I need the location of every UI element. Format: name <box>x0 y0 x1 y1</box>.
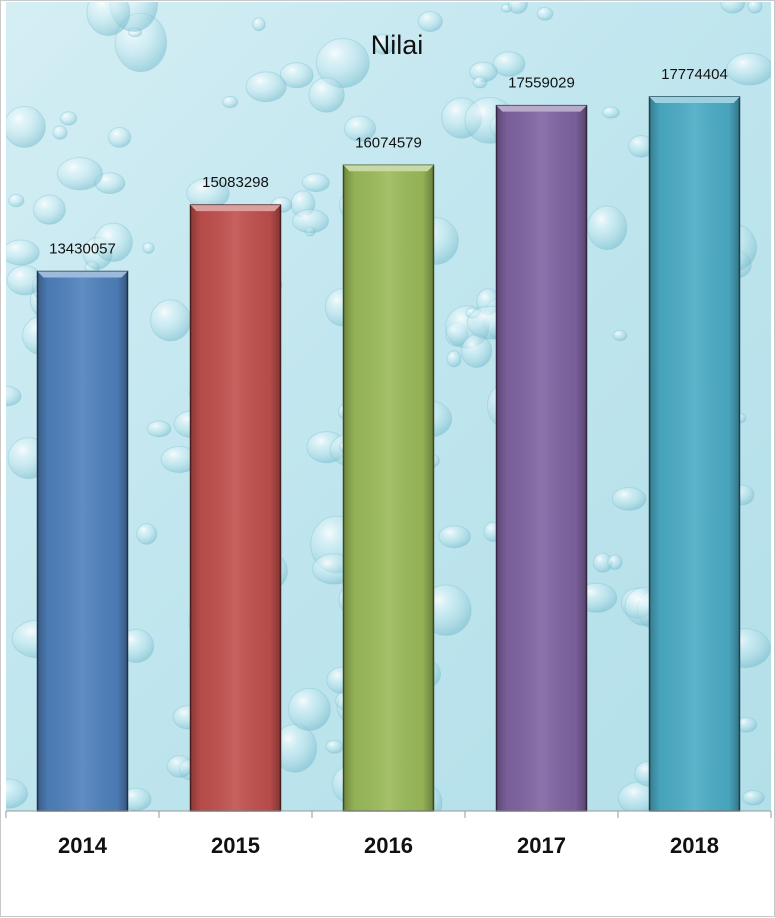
x-tick-label: 2014 <box>58 833 108 858</box>
bar-bevel <box>190 205 281 212</box>
water-droplet <box>52 125 68 140</box>
water-droplet <box>108 126 132 148</box>
x-tick-label: 2018 <box>670 833 719 858</box>
data-labels: 13430057 15083298 16074579 17559029 17774404 <box>49 66 728 258</box>
bar-2016 <box>342 164 435 812</box>
water-droplet <box>33 194 66 225</box>
bars <box>36 96 741 812</box>
x-tick-label: 2016 <box>364 833 413 858</box>
water-droplet <box>720 2 746 14</box>
water-droplet <box>142 242 155 254</box>
water-droplet <box>301 173 330 193</box>
bar-bevel <box>496 105 587 112</box>
water-droplet <box>492 51 526 77</box>
bar-2014 <box>36 270 129 812</box>
x-axis-labels: 2014 2015 2016 2017 2018 <box>58 833 719 858</box>
data-label: 17559029 <box>508 75 575 92</box>
bar-shading <box>649 97 740 811</box>
water-droplet <box>747 2 763 14</box>
water-droplet <box>245 71 287 103</box>
water-droplet <box>292 208 329 234</box>
water-droplet <box>446 350 462 368</box>
water-droplet <box>536 6 554 21</box>
water-droplet <box>308 77 345 113</box>
water-droplet <box>6 105 46 148</box>
x-axis-ticks <box>5 811 772 818</box>
water-droplet <box>222 95 239 109</box>
bar-2017 <box>495 104 588 812</box>
bar-2018 <box>648 96 741 812</box>
bar-bevel <box>343 165 434 172</box>
bar-shading <box>496 105 587 812</box>
water-droplet <box>287 687 331 731</box>
data-label: 15083298 <box>202 174 269 191</box>
water-droplet <box>86 2 131 36</box>
water-droplet <box>59 111 78 126</box>
bar-shading <box>37 271 128 811</box>
water-droplet <box>343 115 377 142</box>
water-droplet <box>325 739 344 754</box>
water-droplet <box>252 17 266 32</box>
x-tick-label: 2017 <box>517 833 566 858</box>
water-droplet <box>726 52 771 86</box>
water-droplet <box>372 33 396 55</box>
water-droplet <box>136 523 158 545</box>
water-droplet <box>438 525 471 549</box>
water-droplet <box>742 790 765 806</box>
water-droplet <box>6 239 40 266</box>
water-droplet <box>6 385 22 407</box>
water-droplet <box>6 778 29 809</box>
water-droplet <box>279 62 314 89</box>
water-droplet <box>166 755 194 778</box>
water-droplet <box>150 299 192 342</box>
water-droplet <box>8 193 25 208</box>
water-droplet <box>507 2 528 14</box>
data-label: 16074579 <box>355 134 422 151</box>
water-droplet <box>461 334 493 369</box>
bar-2015 <box>189 204 282 812</box>
bar-bevel <box>649 97 740 103</box>
water-droplet <box>587 205 628 251</box>
water-droplet <box>612 329 628 342</box>
water-droplet <box>607 554 623 571</box>
water-droplet <box>56 157 104 191</box>
bar-shading <box>190 205 281 812</box>
water-droplet <box>611 487 647 511</box>
water-droplet <box>417 11 443 32</box>
water-droplet <box>601 106 620 119</box>
water-droplet <box>146 420 172 438</box>
data-label: 17774404 <box>661 66 728 83</box>
water-droplet <box>472 76 488 89</box>
water-droplet <box>93 222 133 263</box>
bar-bevel <box>37 271 128 278</box>
data-label: 13430057 <box>49 241 116 258</box>
bar-shading <box>343 165 434 812</box>
x-tick-label: 2015 <box>211 833 260 858</box>
chart-title: Nilai <box>371 30 424 60</box>
water-droplet <box>315 38 370 88</box>
